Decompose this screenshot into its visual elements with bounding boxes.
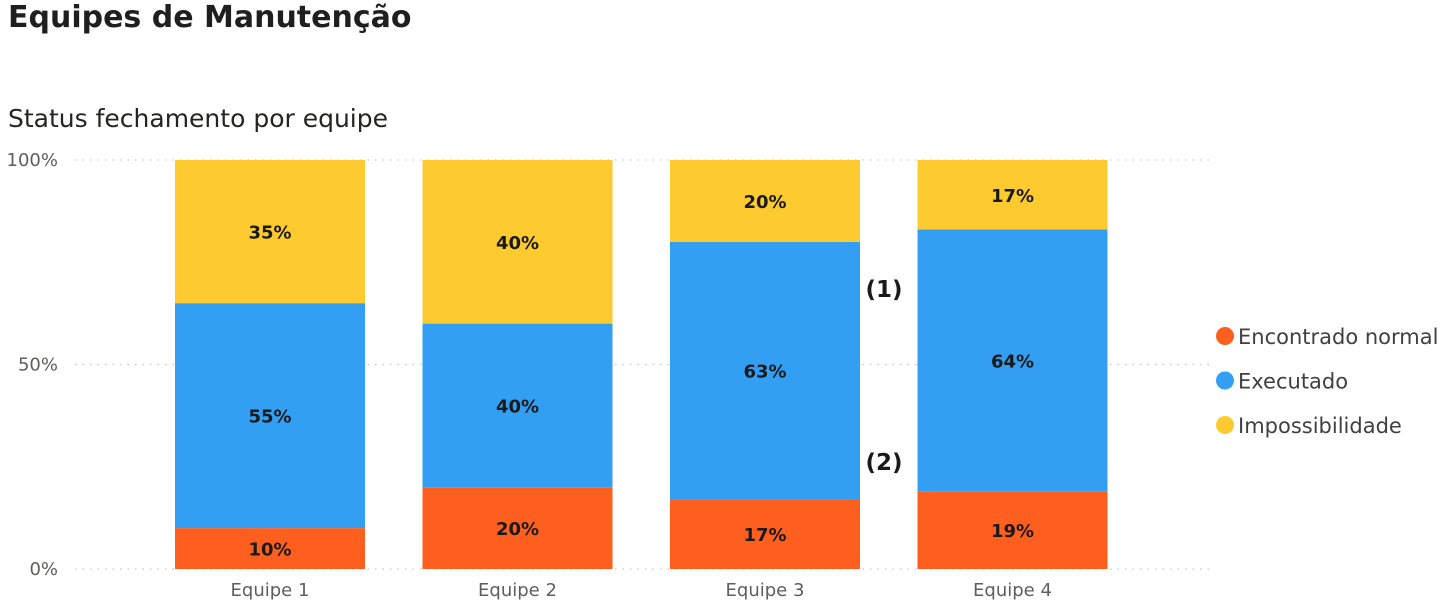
bar-segment	[422, 487, 613, 569]
bar-segment	[175, 528, 365, 569]
annotations: (1) (2)	[865, 277, 902, 476]
x-axis-categories: Equipe 1 Equipe 2 Equipe 3 Equipe 4	[231, 580, 1052, 601]
bar-segment	[670, 499, 860, 569]
legend-marker	[1216, 327, 1234, 345]
legend-label: Encontrado normal	[1238, 325, 1438, 349]
bar-segment	[917, 160, 1108, 230]
legend-label: Executado	[1238, 370, 1348, 394]
legend-marker	[1216, 416, 1234, 434]
bar-segment	[917, 229, 1108, 492]
data-label: 17%	[991, 186, 1034, 207]
bars	[175, 160, 1108, 569]
chart-title: Status fechamento por equipe	[8, 104, 389, 133]
bar-segment	[670, 241, 860, 500]
y-tick-label: 50%	[18, 355, 58, 376]
data-label: 40%	[496, 233, 539, 254]
data-label: 35%	[248, 223, 291, 244]
annotation-label: (1)	[865, 277, 902, 303]
data-label: 40%	[496, 396, 539, 417]
bar-segment	[422, 160, 613, 324]
data-label: 55%	[248, 407, 291, 428]
bar-segment	[175, 160, 365, 304]
x-category-label: Equipe 2	[478, 580, 557, 601]
legend: Encontrado normal Executado Impossibilidad…	[1216, 325, 1438, 438]
bar-segment	[917, 491, 1108, 569]
y-axis-ticks: 0% 50% 100%	[7, 150, 58, 580]
bar-segment	[670, 160, 860, 242]
data-labels: 10% 55% 35% 20% 40% 40% 17% 63% 20% 19% 64% 17%	[248, 186, 1034, 561]
data-label: 63%	[743, 362, 786, 383]
legend-label: Impossibilidade	[1238, 414, 1402, 438]
data-label: 17%	[743, 525, 786, 546]
legend-marker	[1216, 371, 1234, 390]
data-label: 20%	[743, 192, 786, 213]
data-label: 20%	[496, 519, 539, 540]
x-category-label: Equipe 4	[973, 580, 1052, 601]
y-tick-label: 0%	[29, 559, 58, 580]
y-tick-label: 100%	[7, 150, 58, 171]
data-label: 10%	[248, 540, 291, 561]
bar-segment	[422, 323, 613, 488]
page-title: Equipes de Manutenção	[8, 0, 412, 35]
data-label: 64%	[991, 351, 1034, 372]
data-label: 19%	[991, 521, 1034, 542]
bar-segment	[175, 303, 365, 529]
annotation-label: (2)	[865, 450, 902, 476]
x-category-label: Equipe 3	[726, 580, 805, 601]
x-category-label: Equipe 1	[231, 580, 310, 601]
